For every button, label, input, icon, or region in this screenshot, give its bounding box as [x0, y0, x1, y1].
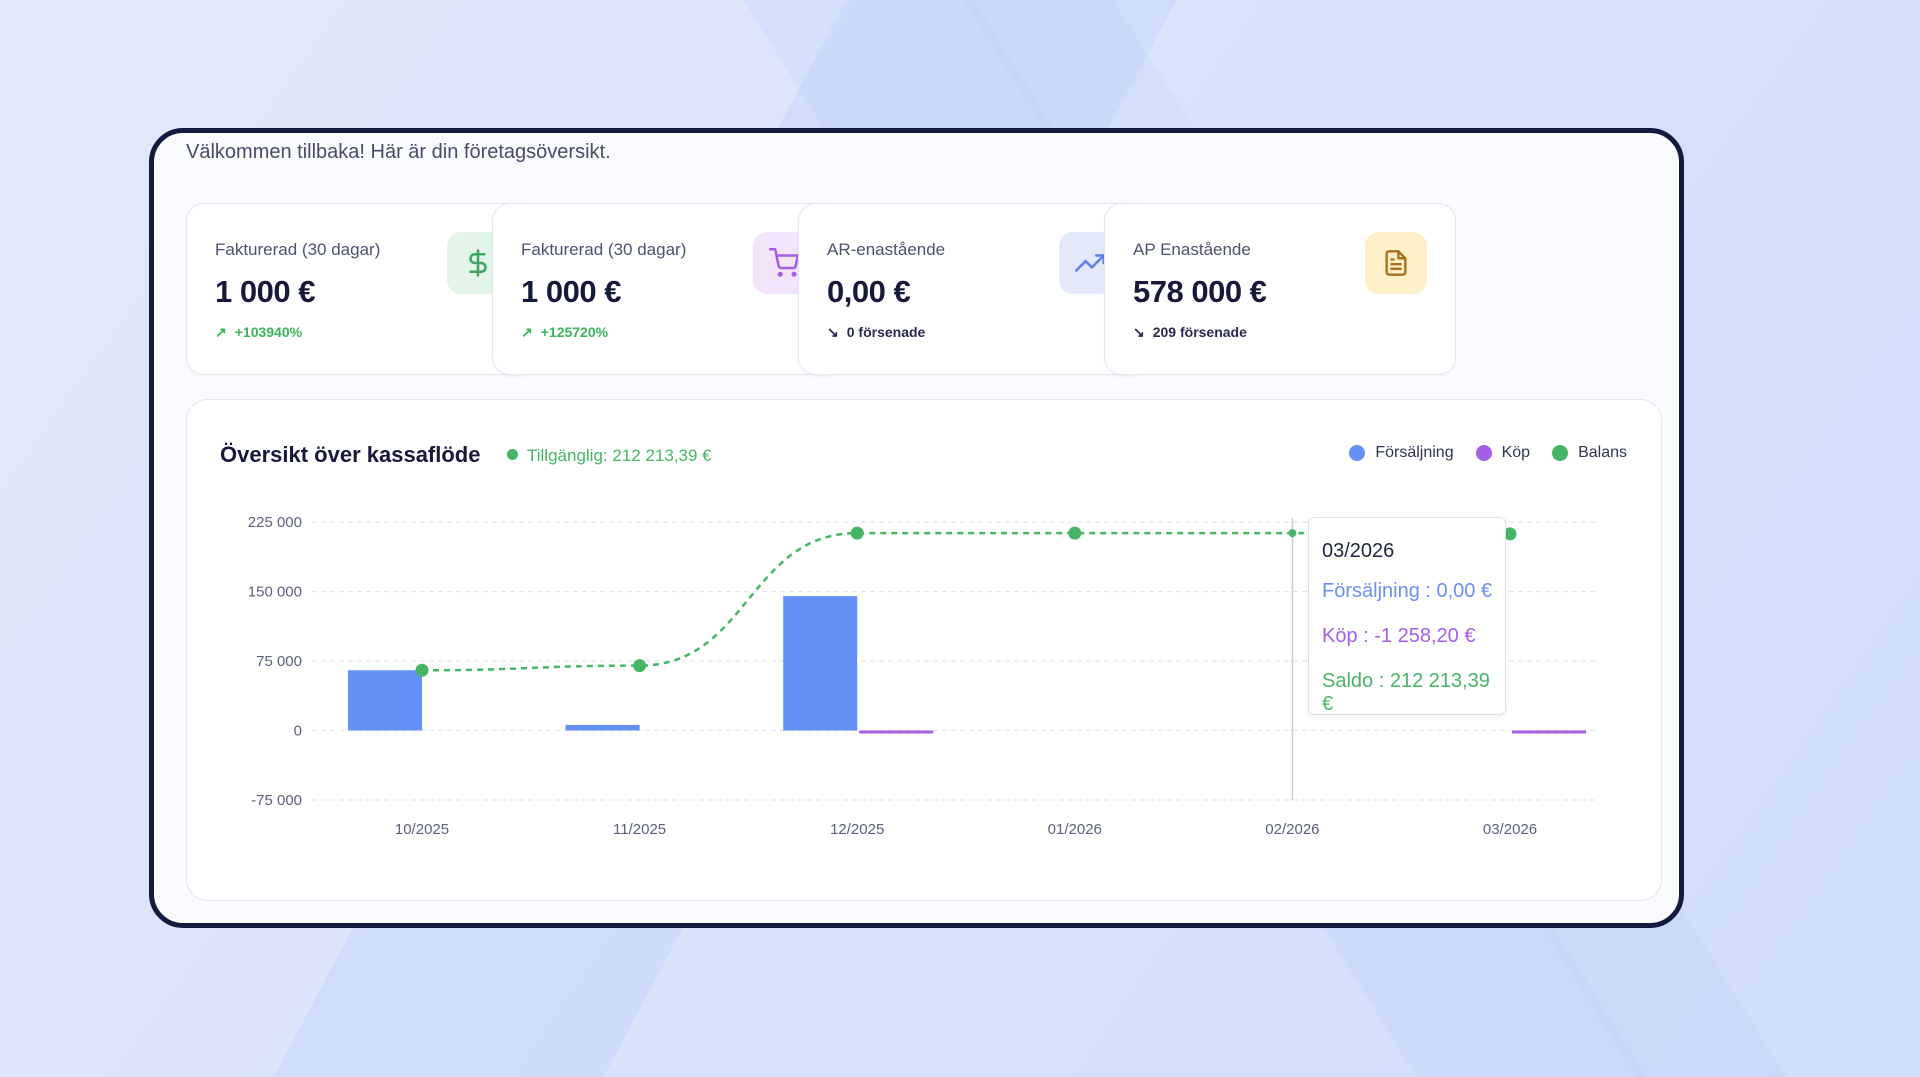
status-dot — [507, 449, 518, 460]
balance-point — [1068, 526, 1082, 540]
kpi-value: 1 000 € — [521, 274, 621, 309]
document-icon — [1365, 232, 1427, 294]
legend-item-sales[interactable]: Försäljning — [1349, 444, 1454, 462]
x-tick-label: 10/2025 — [395, 821, 449, 838]
legend-swatch — [1475, 445, 1492, 461]
kpi-card-invoiced-purchases[interactable]: Fakturerad (30 dagar) 1 000 € ↗ +125720% — [492, 203, 844, 375]
arrow-up-right-icon: ↗ — [215, 324, 227, 340]
legend-label: Försäljning — [1375, 444, 1454, 461]
legend-swatch — [1552, 445, 1569, 461]
kpi-trend: ↗ +125720% — [521, 324, 608, 341]
chart-title: Översikt över kassaflöde — [220, 442, 481, 467]
bar-sales — [783, 596, 858, 731]
bar-sales — [348, 670, 422, 731]
kpi-title: AP Enastående — [1133, 240, 1251, 259]
kpi-title: Fakturerad (30 dagar) — [521, 240, 687, 259]
available-balance: Tillgänglig: 212 213,39 € — [507, 446, 712, 466]
cashflow-plot[interactable]: 225 000 150 000 75 000 0 -75 000 10/2025 11/20… — [187, 400, 1661, 900]
x-tick-label: 01/2026 — [1048, 821, 1102, 838]
balance-point — [1288, 529, 1297, 538]
tooltip-purchases: Köp : -1 258,20 € — [1322, 625, 1476, 647]
bar-purchases — [859, 730, 934, 734]
kpi-card-ar-outstanding[interactable]: AR-enastående 0,00 € ↘ 0 försenade — [798, 203, 1150, 375]
arrow-up-right-icon: ↗ — [521, 324, 533, 340]
balance-point — [850, 526, 864, 540]
chart-tooltip: 03/2026 Försäljning : 0,00 € Köp : -1 25… — [1308, 517, 1506, 715]
kpi-trend: ↗ +103940% — [215, 324, 302, 341]
kpi-title: AR-enastående — [827, 240, 946, 259]
kpi-trend-label: 0 försenade — [846, 324, 926, 340]
kpi-value: 578 000 € — [1133, 274, 1267, 309]
tooltip-sales: Försäljning : 0,00 € — [1322, 580, 1493, 602]
welcome-message: Välkommen tillbaka! Här är din företagsö… — [186, 141, 611, 163]
x-tick-label: 11/2025 — [613, 821, 666, 838]
bar-sales — [565, 724, 640, 731]
kpi-trend-label: +103940% — [234, 324, 303, 340]
kpi-trend: ↘ 209 försenade — [1133, 324, 1247, 341]
x-tick-label: 02/2026 — [1265, 821, 1319, 838]
cashflow-chart-card: Översikt över kassaflöde Tillgänglig: 21… — [186, 399, 1662, 901]
kpi-card-invoiced[interactable]: Fakturerad (30 dagar) 1 000 € ↗ +103940% — [186, 203, 538, 375]
y-tick-label: -75 000 — [251, 792, 302, 809]
arrow-down-right-icon: ↘ — [1133, 324, 1145, 340]
y-tick-label: 75 000 — [256, 653, 302, 670]
bar-purchases — [1512, 730, 1586, 734]
kpi-value: 0,00 € — [827, 274, 911, 309]
arrow-down-right-icon: ↘ — [827, 324, 839, 340]
kpi-trend-label: 209 försenade — [1152, 324, 1247, 340]
legend-label: Köp — [1501, 444, 1531, 461]
legend-swatch — [1349, 445, 1366, 461]
available-balance-label: Tillgänglig: 212 213,39 € — [527, 446, 712, 465]
kpi-trend: ↘ 0 försenade — [827, 324, 925, 341]
balance-point — [1503, 527, 1517, 541]
y-tick-label: 150 000 — [248, 584, 302, 601]
y-tick-label: 0 — [294, 723, 302, 740]
tooltip-balance: Saldo : 212 213,39 € — [1322, 670, 1490, 715]
kpi-card-ap-outstanding[interactable]: AP Enastående 578 000 € ↘ 209 försenade — [1104, 203, 1456, 375]
x-tick-label: 12/2025 — [830, 821, 884, 838]
y-tick-label: 225 000 — [248, 514, 302, 531]
balance-point — [633, 659, 647, 673]
balance-point — [415, 663, 429, 677]
kpi-trend-label: +125720% — [540, 324, 609, 340]
chart-legend: Försäljning Köp Balans — [1349, 444, 1627, 462]
legend-label: Balans — [1578, 444, 1627, 461]
kpi-value: 1 000 € — [215, 274, 315, 309]
legend-item-purchases[interactable]: Köp — [1475, 444, 1531, 462]
dashboard-window: Välkommen tillbaka! Här är din företagsö… — [149, 128, 1684, 928]
x-tick-label: 03/2026 — [1483, 821, 1537, 838]
tooltip-title: 03/2026 — [1322, 540, 1395, 562]
kpi-title: Fakturerad (30 dagar) — [215, 240, 381, 259]
legend-item-balance[interactable]: Balans — [1552, 444, 1627, 462]
